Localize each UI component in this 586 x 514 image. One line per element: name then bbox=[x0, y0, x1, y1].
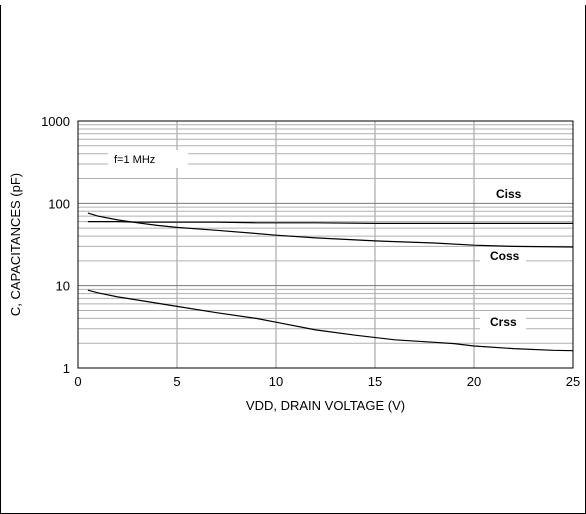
figure-top-edge bbox=[0, 0, 586, 5]
x-tick-label: 25 bbox=[566, 374, 580, 389]
y-tick-label: 10 bbox=[56, 279, 70, 294]
plot-area bbox=[77, 120, 574, 369]
x-tick-label: 0 bbox=[74, 374, 81, 389]
series-labels: Ciss Coss Crss bbox=[480, 187, 532, 330]
x-tick-label: 15 bbox=[368, 374, 382, 389]
series-layer bbox=[87, 212, 574, 352]
series-line-ciss bbox=[87, 221, 573, 224]
x-tick-label: 10 bbox=[269, 374, 283, 389]
series-label-ciss: Ciss bbox=[496, 187, 522, 201]
x-tick-label: 20 bbox=[467, 374, 481, 389]
y-tick-label: 1 bbox=[63, 361, 70, 376]
y-tick-label: 1000 bbox=[41, 114, 70, 129]
y-axis-label: C, CAPACITANCES (pF) bbox=[8, 173, 23, 316]
y-tick-label: 100 bbox=[48, 196, 70, 211]
frequency-annotation: f=1 MHz bbox=[108, 150, 188, 168]
y-axis-ticks: 1 10 100 1000 bbox=[41, 114, 70, 376]
series-label-crss: Crss bbox=[490, 315, 517, 329]
series-label-bg bbox=[480, 249, 526, 264]
series-label-coss: Coss bbox=[490, 249, 520, 263]
x-axis-ticks: 0 5 10 15 20 25 bbox=[74, 374, 580, 389]
annotation-box bbox=[108, 150, 188, 168]
series-line-coss bbox=[87, 212, 574, 248]
series-line-crss bbox=[87, 289, 574, 352]
annotation-text: f=1 MHz bbox=[114, 154, 155, 166]
x-tick-label: 5 bbox=[173, 374, 180, 389]
series-label-bg bbox=[486, 187, 532, 202]
series-label-bg bbox=[480, 315, 526, 330]
x-axis-label: VDD, DRAIN VOLTAGE (V) bbox=[246, 398, 405, 413]
